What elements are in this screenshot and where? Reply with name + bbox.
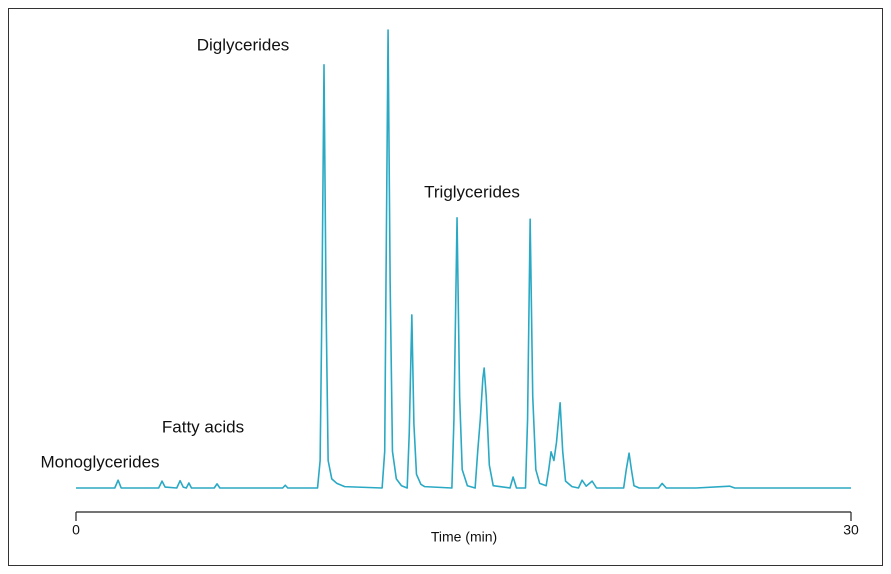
annotation: Fatty acids xyxy=(162,417,244,436)
x-axis-label: Time (min) xyxy=(431,529,497,545)
annotation: Monoglycerides xyxy=(40,452,159,471)
x-tick-label: 30 xyxy=(843,522,859,538)
annotation: Diglycerides xyxy=(197,35,290,54)
trace xyxy=(76,29,851,489)
frame xyxy=(8,8,883,566)
annotation: Triglycerides xyxy=(424,182,520,201)
x-tick-label: 0 xyxy=(72,522,80,538)
